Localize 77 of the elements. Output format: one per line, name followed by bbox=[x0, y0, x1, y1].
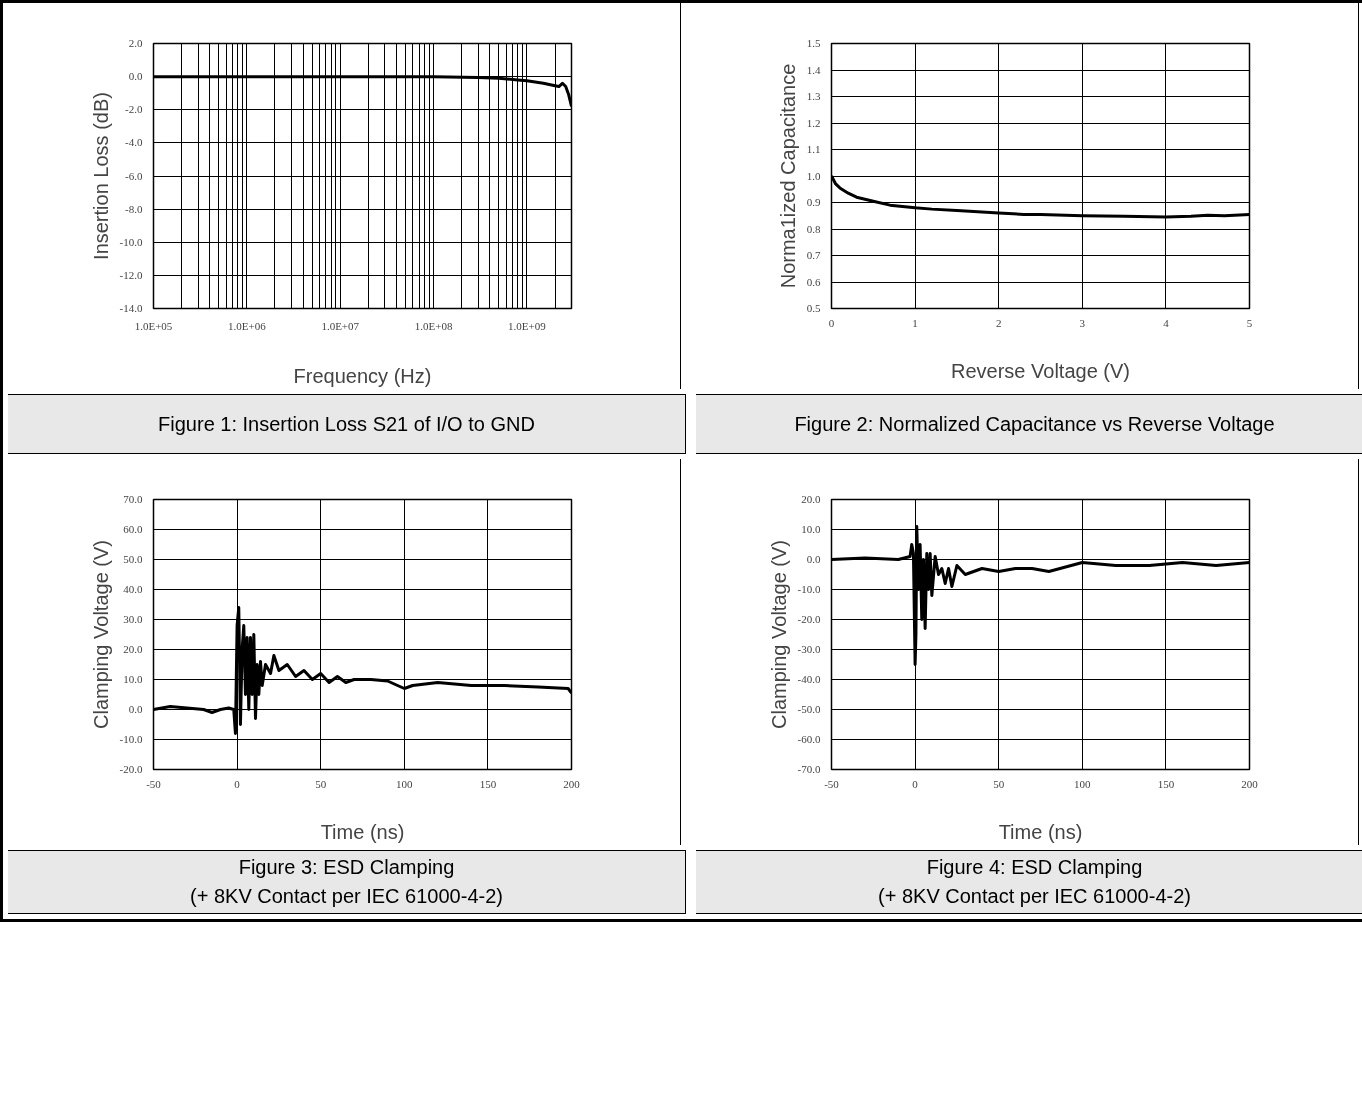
text: (+ 8KV Contact per IEC 61000-4-2) bbox=[877, 884, 1192, 909]
y-tick-label: 1.0 bbox=[806, 169, 821, 182]
y-axis-title: Clamping Voltage (V) bbox=[767, 540, 790, 729]
x-tick-label: 5 bbox=[1246, 316, 1253, 329]
x-tick-label: 0 bbox=[912, 777, 919, 790]
y-tick-label: 30.0 bbox=[123, 613, 143, 625]
x-tick-label: 0 bbox=[828, 316, 835, 329]
x-tick-label: 1 bbox=[912, 316, 918, 329]
y-tick-label: -2.0 bbox=[125, 103, 143, 116]
y-tick-label: 1.2 bbox=[806, 116, 821, 129]
y-tick-label: 10.0 bbox=[801, 523, 821, 535]
x-tick-label: -50 bbox=[146, 777, 162, 790]
y-axis-title: Norma1ized Capacitance bbox=[776, 63, 799, 289]
y-tick-label: -70.0 bbox=[797, 763, 821, 775]
x-tick-label: 1.0E+07 bbox=[321, 319, 360, 332]
x-tick-label: 1.0E+05 bbox=[134, 319, 173, 332]
x-tick-label: 50 bbox=[993, 777, 1005, 790]
y-tick-label: 1.3 bbox=[806, 90, 821, 102]
y-tick-label: -40.0 bbox=[797, 673, 821, 685]
x-axis-title: Reverse Voltage (V) bbox=[951, 359, 1130, 382]
x-axis-title: Time (ns) bbox=[998, 820, 1083, 843]
y-tick-label: -20.0 bbox=[119, 763, 143, 775]
x-tick-label: 1.0E+06 bbox=[228, 319, 267, 332]
y-tick-label: 0.6 bbox=[806, 275, 821, 288]
y-tick-label: 70.0 bbox=[123, 493, 143, 505]
y-tick-label: 10.0 bbox=[123, 673, 143, 685]
x-tick-label: 200 bbox=[1241, 777, 1259, 790]
x-tick-label: 100 bbox=[1074, 777, 1092, 790]
text: Figure 3: ESD Clamping bbox=[237, 855, 456, 881]
y-tick-label: 20.0 bbox=[801, 493, 821, 505]
y-tick-label: 50.0 bbox=[123, 553, 143, 565]
y-tick-label: 0.9 bbox=[806, 196, 821, 208]
x-tick-label: 150 bbox=[479, 777, 497, 790]
y-tick-label: 40.0 bbox=[123, 583, 143, 595]
x-tick-label: 1.0E+09 bbox=[508, 319, 547, 332]
text: Figure 4: ESD Clamping bbox=[925, 855, 1144, 881]
y-tick-label: 0.0 bbox=[128, 703, 143, 715]
x-axis-title: Frequency (Hz) bbox=[293, 364, 432, 387]
text: Figure 1: Insertion Loss S21 of I/O to GND bbox=[157, 411, 536, 437]
y-tick-label: 0.0 bbox=[128, 70, 143, 83]
x-tick-label: 200 bbox=[563, 777, 581, 790]
y-tick-label: 0.7 bbox=[806, 249, 821, 261]
y-tick-label: -10.0 bbox=[119, 733, 143, 745]
x-tick-label: 100 bbox=[396, 777, 414, 790]
text: (+ 8KV Contact per IEC 61000-4-2) bbox=[189, 884, 504, 909]
y-tick-label: -4.0 bbox=[125, 136, 143, 149]
y-tick-label: -10.0 bbox=[797, 583, 821, 595]
x-tick-label: -50 bbox=[824, 777, 840, 790]
y-tick-label: -60.0 bbox=[797, 733, 821, 745]
y-tick-label: 2.0 bbox=[128, 37, 143, 49]
y-tick-label: -14.0 bbox=[119, 302, 143, 314]
y-tick-label: -8.0 bbox=[125, 202, 143, 215]
y-axis-title: Clamping Voltage (V) bbox=[89, 540, 112, 729]
y-axis-title: Insertion Loss (dB) bbox=[89, 92, 112, 260]
y-tick-label: 1.5 bbox=[806, 37, 821, 49]
y-tick-label: -30.0 bbox=[797, 643, 821, 655]
x-tick-label: 1.0E+08 bbox=[414, 319, 453, 332]
y-tick-label: 0.0 bbox=[806, 553, 821, 565]
y-tick-label: -20.0 bbox=[797, 613, 821, 625]
x-tick-label: 0 bbox=[234, 777, 241, 790]
y-tick-label: -12.0 bbox=[119, 268, 143, 281]
x-tick-label: 3 bbox=[1079, 316, 1086, 329]
x-axis-title: Time (ns) bbox=[320, 820, 405, 843]
text: Figure 2: Normalized Capacitance vs Reverse Voltage bbox=[793, 411, 1276, 437]
x-tick-label: 2 bbox=[995, 316, 1002, 329]
x-tick-label: 150 bbox=[1157, 777, 1175, 790]
y-tick-label: 1.1 bbox=[806, 143, 821, 155]
y-tick-label: -10.0 bbox=[119, 235, 143, 248]
y-tick-label: -50.0 bbox=[797, 703, 821, 715]
y-tick-label: -6.0 bbox=[125, 169, 143, 182]
y-tick-label: 60.0 bbox=[123, 523, 143, 535]
x-tick-label: 50 bbox=[315, 777, 327, 790]
y-tick-label: 20.0 bbox=[123, 643, 143, 655]
y-tick-label: 0.5 bbox=[806, 302, 821, 314]
x-tick-label: 4 bbox=[1163, 316, 1170, 329]
y-tick-label: 1.4 bbox=[806, 63, 821, 76]
y-tick-label: 0.8 bbox=[806, 222, 821, 235]
